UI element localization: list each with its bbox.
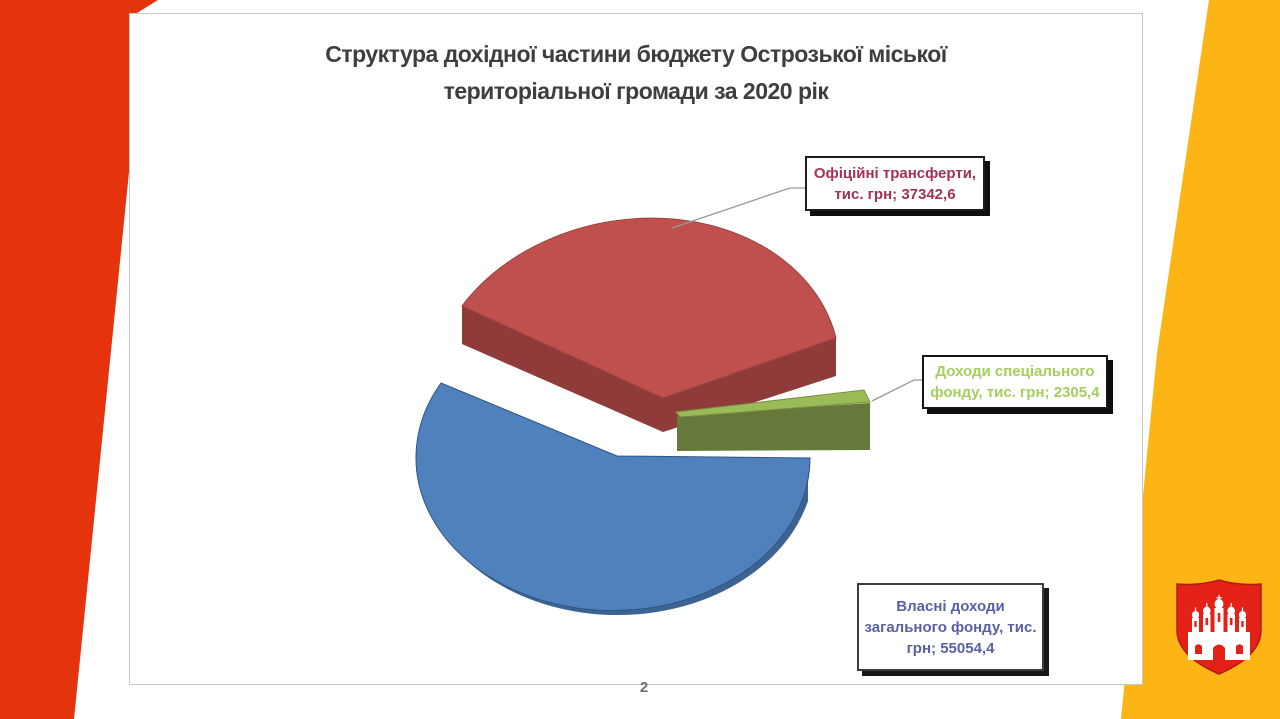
ostroh-coat-of-arms-logo (1176, 579, 1262, 675)
chart-title: Структура дохідної частини бюджету Остро… (130, 36, 1142, 110)
data-label-special-fund: Доходи спеціального фонду, тис. грн; 230… (922, 355, 1108, 409)
pie-slice-own-revenue (415, 382, 811, 616)
data-label-own-line1: Власні доходи (896, 597, 1005, 615)
chart-title-line2: територіальної громади за 2020 рік (443, 78, 829, 104)
data-label-own-revenue: Власні доходи загального фонду, тис. грн… (857, 583, 1044, 671)
data-label-special-line2: фонду, тис. грн; 2305,4 (930, 384, 1100, 401)
chart-title-line1: Структура дохідної частини бюджету Остро… (325, 41, 947, 67)
data-label-transfers-line1: Офіційні трансферти, (813, 164, 977, 182)
blue-slice-top-face (415, 382, 811, 612)
red-slice-left-side-face (462, 306, 663, 432)
green-slice-top-face (675, 389, 871, 418)
data-label-transfers-line2: тис. грн; 37342,6 (834, 185, 956, 203)
castle-openings (1194, 613, 1244, 660)
red-slice-top-face (461, 217, 837, 399)
data-label-own-line2: загального фонду, тис. (864, 618, 1037, 636)
left-red-shape (0, 0, 158, 719)
right-yellow-shape (1121, 0, 1280, 719)
pie-slice-special-fund (675, 389, 871, 451)
data-label-special-line1: Доходи спеціального (935, 363, 1095, 380)
green-slice-side-face (677, 403, 870, 451)
callout-line-special-fund (871, 379, 922, 402)
data-label-official-transfers: Офіційні трансферти, тис. грн; 37342,6 (805, 156, 985, 211)
data-label-own-line3: грн; 55054,4 (906, 639, 995, 657)
callout-line-transfers (671, 187, 805, 229)
page-number: 2 (639, 679, 649, 696)
